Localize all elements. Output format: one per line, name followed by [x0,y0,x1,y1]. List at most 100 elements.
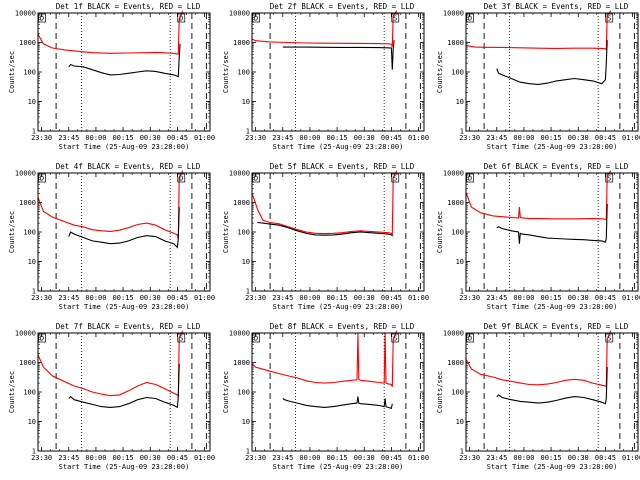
x-tick-label: 00:45 [381,134,402,142]
y-axis-label: Counts/sec [436,371,444,413]
x-axis-label: Start Time (25-Aug-09 23:28:00) [273,143,404,151]
marker-box [38,333,46,343]
events-series-line [257,221,393,237]
y-tick-label: 10 [242,258,250,266]
marker-box [466,333,474,343]
events-series-line [282,396,393,409]
x-tick-label: 00:00 [299,454,320,462]
panel-title: Det 2f BLACK = Events, RED = LLD [270,2,415,11]
y-tick-label: 10000 [229,170,250,178]
y-axis-label: Counts/sec [8,51,16,93]
marker-box [177,13,186,23]
x-tick-label: 23:45 [272,134,293,142]
x-tick-label: 23:45 [58,454,79,462]
x-tick-label: 23:30 [31,134,52,142]
marker-label: S [607,335,611,343]
x-tick-label: 00:45 [167,294,188,302]
detector-panel: Det 7f BLACK = Events, RED = LLD Counts/s… [8,322,215,471]
lld-series-line [251,170,398,237]
x-axis-label: Start Time (25-Aug-09 23:28:00) [273,463,404,471]
x-tick-label: 00:30 [354,294,375,302]
marker-label: S [393,175,397,183]
lld-series-line [465,170,612,221]
marker-label: D [179,15,183,23]
x-tick-label: 01:00 [622,294,640,302]
y-axis-label: Counts/sec [222,51,230,93]
x-tick-label: 00:45 [595,134,616,142]
y-tick-label: 10 [456,98,464,106]
x-tick-label: 00:15 [113,134,134,142]
y-tick-label: 1000 [233,199,250,207]
y-tick-label: 10 [456,258,464,266]
x-tick-label: 00:15 [327,294,348,302]
y-tick-label: 1 [32,288,36,296]
marker-box [391,173,400,183]
x-tick-label: 00:00 [513,454,534,462]
x-tick-label: 00:30 [568,454,589,462]
x-tick-label: 00:15 [541,454,562,462]
x-tick-label: 00:15 [327,134,348,142]
y-tick-label: 10000 [15,330,36,338]
y-tick-label: 10 [242,98,250,106]
x-tick-label: 23:30 [459,294,480,302]
detector-panel: Det 2f BLACK = Events, RED = LLD Counts/s… [222,2,429,151]
panel-title: Det 8f BLACK = Events, RED = LLD [270,322,415,331]
lld-series-line [37,10,184,55]
y-tick-label: 100 [23,229,36,237]
events-series-line [68,207,180,249]
marker-label: S [607,15,611,23]
marker-box [177,333,186,343]
y-tick-label: 10 [28,98,36,106]
panel-title: Det 3f BLACK = Events, RED = LLD [484,2,629,11]
y-axis-label: Counts/sec [222,371,230,413]
marker-box [391,13,400,23]
marker-box [605,173,614,183]
events-series-line [68,43,181,78]
x-tick-label: 00:00 [85,294,106,302]
x-tick-label: 00:45 [381,454,402,462]
plot-frame [465,332,639,452]
x-tick-label: 23:45 [58,294,79,302]
marker-box [252,13,260,23]
x-axis-label: Start Time (25-Aug-09 23:28:00) [487,143,618,151]
events-series-line [282,40,395,70]
plot-frame [251,12,425,132]
x-axis-label: Start Time (25-Aug-09 23:28:00) [59,143,190,151]
x-tick-label: 00:15 [113,454,134,462]
detector-panel: Det 8f BLACK = Events, RED = LLD Counts/s… [222,322,429,471]
x-axis-label: Start Time (25-Aug-09 23:28:00) [273,303,404,311]
marker-box [252,333,260,343]
x-tick-label: 01:00 [622,134,640,142]
x-tick-label: 00:15 [327,454,348,462]
lld-series-line [465,330,612,389]
y-tick-label: 1 [246,128,250,136]
y-tick-label: 100 [23,389,36,397]
x-tick-label: 23:30 [31,294,52,302]
y-tick-label: 10 [28,258,36,266]
x-axis-label: Start Time (25-Aug-09 23:28:00) [59,463,190,471]
panel-title: Det 9f BLACK = Events, RED = LLD [484,322,629,331]
x-tick-label: 01:00 [408,454,429,462]
x-tick-label: 23:30 [245,294,266,302]
marker-label: S [393,335,397,343]
marker-label: D [40,335,44,343]
x-tick-label: 00:30 [568,294,589,302]
x-axis-label: Start Time (25-Aug-09 23:28:00) [59,303,190,311]
x-tick-label: 23:45 [272,294,293,302]
plot-frame [465,172,639,292]
plot-frame [251,332,425,452]
y-tick-label: 100 [451,229,464,237]
events-series-line [68,363,180,409]
x-tick-label: 23:30 [459,134,480,142]
marker-box [252,173,260,183]
marker-box [466,13,474,23]
y-tick-label: 1 [460,288,464,296]
x-tick-label: 00:15 [541,294,562,302]
y-axis-label: Counts/sec [436,51,444,93]
x-tick-label: 23:30 [245,454,266,462]
x-tick-label: 00:30 [140,454,161,462]
y-tick-label: 10000 [15,10,36,18]
x-tick-label: 00:30 [140,134,161,142]
y-tick-label: 1000 [447,199,464,207]
